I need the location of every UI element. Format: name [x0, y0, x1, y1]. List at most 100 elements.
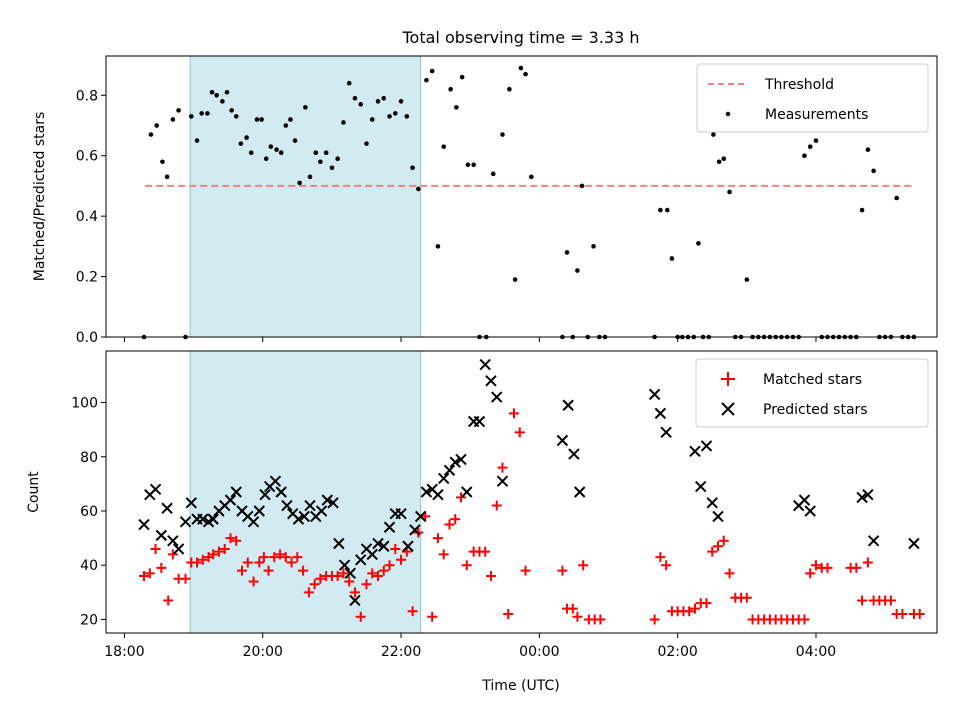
predicted-point — [138, 518, 150, 531]
measurement-point — [364, 141, 369, 146]
measurement-point — [346, 80, 352, 86]
matched-point — [150, 543, 161, 554]
predicted-point — [856, 491, 868, 504]
measurement-point — [894, 195, 899, 201]
measurement-point — [416, 186, 421, 192]
matched-point — [373, 571, 384, 582]
measurement-point — [579, 183, 585, 189]
measurement-point — [507, 86, 512, 92]
x-tick-label: 00:00 — [519, 644, 559, 660]
matched-point — [455, 492, 466, 503]
measurement-point — [292, 138, 298, 143]
matched-point — [378, 565, 389, 576]
measurement-point — [259, 117, 264, 122]
predicted-point — [224, 494, 237, 506]
predicted-point — [253, 505, 265, 517]
matched-point — [450, 514, 461, 525]
measurement-point — [307, 174, 313, 180]
matched-point — [367, 568, 378, 579]
matched-point — [361, 579, 372, 590]
matched-point — [713, 541, 724, 552]
legend-measurements-label: Measurements — [765, 107, 868, 123]
ratio-legend-box — [696, 63, 929, 133]
predicted-point — [660, 426, 672, 439]
predicted-point — [798, 494, 811, 506]
predicted-point — [247, 516, 260, 528]
matched-point — [480, 546, 491, 557]
measurement-point — [387, 114, 392, 119]
measurement-point — [176, 108, 181, 113]
matched-point — [396, 554, 407, 565]
predicted-point — [556, 434, 569, 447]
ratio-plot-frame — [105, 55, 938, 338]
measurement-point — [220, 99, 225, 104]
predicted-point — [315, 505, 328, 517]
matched-point — [355, 611, 366, 622]
predicted-point — [298, 510, 310, 523]
measurement-point — [802, 153, 807, 159]
x-axis-label: Time (UTC) — [481, 678, 559, 694]
measurement-point — [523, 71, 528, 77]
matched-point — [144, 568, 155, 579]
measurement-point — [711, 132, 716, 137]
measurement-point — [871, 168, 876, 174]
matched-point — [567, 603, 578, 614]
measurement-point — [199, 111, 204, 116]
predicted-point — [321, 494, 334, 506]
count-panel: 20 40 60 80 100 18:00 20:00 22:00 00:00 02:00 04:… — [26, 350, 938, 660]
matched-point — [213, 546, 224, 557]
y-tick-label: 0.2 — [76, 270, 98, 286]
matched-point — [857, 595, 868, 606]
matched-point — [269, 552, 280, 563]
ratio-legend: Threshold Measurements — [696, 63, 929, 133]
predicted-point — [689, 445, 701, 458]
predicted-point — [349, 594, 361, 607]
y-tick-label: 60 — [80, 504, 98, 520]
measurement-point — [441, 144, 447, 149]
matched-point — [344, 576, 355, 587]
count-plot-frame — [105, 350, 938, 634]
predicted-point — [491, 391, 503, 403]
measurement-point — [303, 105, 308, 110]
x-tick-label: 18:00 — [104, 644, 144, 660]
predicted-point — [706, 497, 718, 509]
predicted-point — [414, 510, 427, 523]
predicted-point — [804, 505, 816, 517]
ratio-x-axis — [123, 337, 817, 342]
measurement-point — [435, 244, 441, 249]
matched-point — [208, 549, 219, 560]
matched-point — [914, 609, 925, 620]
matched-point — [578, 560, 589, 571]
measurement-point — [160, 159, 165, 165]
measurement-point — [512, 277, 518, 282]
measurement-point — [381, 96, 387, 101]
predicted-point — [259, 489, 271, 501]
matched-point — [309, 579, 320, 590]
measurement-point — [727, 189, 732, 195]
matched-point — [655, 552, 666, 563]
measurement-point — [410, 165, 415, 171]
predicted-point — [648, 388, 661, 401]
measurement-point — [669, 256, 675, 261]
measurement-point — [194, 138, 200, 143]
ratio-shaded-interval — [189, 55, 422, 338]
measurement-point — [148, 132, 154, 137]
matched-point — [649, 614, 660, 625]
measurement-point — [744, 277, 750, 282]
matched-point — [851, 562, 862, 573]
predicted-point — [197, 513, 209, 525]
matched-point — [219, 543, 230, 554]
matched-point — [557, 565, 568, 576]
matched-point — [298, 565, 309, 576]
matched-point — [315, 573, 326, 584]
matched-point — [572, 611, 583, 622]
measurement-point — [518, 65, 524, 71]
matched-point — [163, 595, 174, 606]
measurement-point — [268, 144, 274, 149]
matched-point — [485, 571, 496, 582]
predicted-point — [304, 499, 316, 512]
matched-point — [180, 573, 191, 584]
matched-point — [197, 554, 208, 565]
measurement-point — [154, 123, 160, 128]
predicted-point — [395, 507, 407, 520]
